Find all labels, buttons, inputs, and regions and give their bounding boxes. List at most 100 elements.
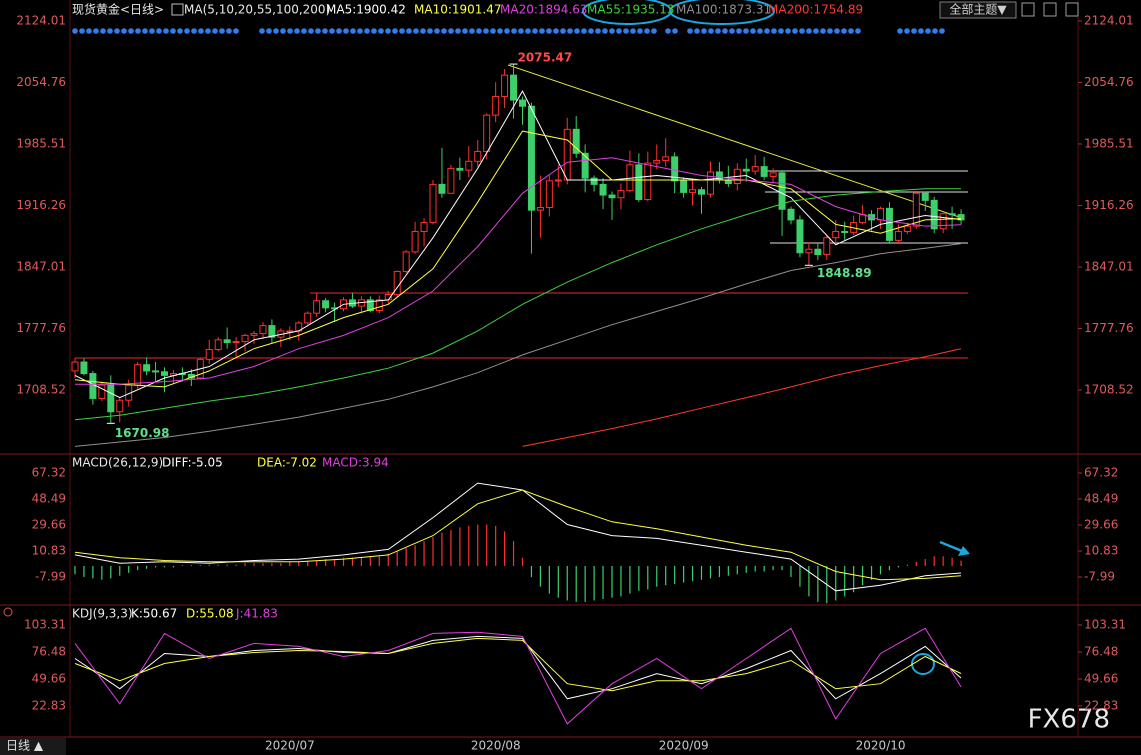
- dot: [219, 28, 225, 34]
- candle-body: [259, 325, 267, 335]
- dot: [163, 28, 169, 34]
- arrow: [939, 540, 963, 553]
- dot: [609, 28, 615, 34]
- dot: [546, 28, 552, 34]
- y-tick-label: 2124.01: [16, 13, 66, 27]
- candle-body: [474, 151, 482, 162]
- line: [74, 627, 962, 725]
- y-tick-label: 29.66: [1084, 518, 1118, 532]
- y-tick-label: 48.49: [1084, 492, 1118, 506]
- legend-entry: MA20:1894.63: [500, 3, 588, 17]
- dot: [932, 28, 938, 34]
- candle-body: [510, 74, 518, 101]
- dot: [329, 28, 335, 34]
- dot: [574, 28, 580, 34]
- legend-entry: MA100:1873.31: [676, 3, 771, 17]
- dot: [939, 28, 945, 34]
- candle-body: [107, 384, 115, 413]
- candle-body: [116, 399, 124, 413]
- dot: [385, 28, 391, 34]
- dot: [743, 28, 749, 34]
- candle-body: [80, 361, 88, 375]
- dot: [259, 28, 265, 34]
- dot: [483, 28, 489, 34]
- candle-body: [608, 194, 616, 199]
- period-button[interactable]: 日线 ▲: [6, 739, 44, 753]
- candle-body: [366, 299, 374, 312]
- dot: [778, 28, 784, 34]
- dot: [567, 28, 573, 34]
- candle-body: [859, 214, 867, 224]
- legend-entry: DEA:-7.02: [257, 456, 317, 470]
- candle-body: [429, 183, 437, 224]
- y-tick-label: 22.83: [1084, 698, 1118, 712]
- theme-button[interactable]: 全部主题▼: [949, 2, 1007, 17]
- line: [74, 489, 962, 581]
- candle-body: [751, 166, 759, 172]
- dot: [785, 28, 791, 34]
- period-button-box[interactable]: [0, 738, 66, 755]
- candle-body: [760, 166, 768, 177]
- dot: [806, 28, 812, 34]
- dot: [694, 28, 700, 34]
- dot: [413, 28, 419, 34]
- candle-body: [912, 192, 920, 227]
- dot: [212, 28, 218, 34]
- candle-body: [134, 364, 142, 386]
- dot: [490, 28, 496, 34]
- dot: [135, 28, 141, 34]
- dot: [434, 28, 440, 34]
- dot: [918, 28, 924, 34]
- y-tick-label: 48.49: [32, 492, 66, 506]
- dot: [448, 28, 454, 34]
- dot: [322, 28, 328, 34]
- icon[interactable]: [171, 3, 184, 16]
- dot: [595, 28, 601, 34]
- dot: [100, 28, 106, 34]
- candle-body: [375, 299, 383, 312]
- candle-body: [501, 74, 509, 97]
- y-tick-label: 29.66: [32, 518, 66, 532]
- y-tick-label: 1916.26: [16, 198, 66, 212]
- settings-icon[interactable]: [3, 607, 13, 617]
- dot: [813, 28, 819, 34]
- legend-entry: D:55.08: [186, 607, 234, 621]
- line: [74, 188, 962, 421]
- candle-body: [662, 156, 670, 161]
- dot: [364, 28, 370, 34]
- candle-body: [590, 177, 598, 185]
- dot: [623, 28, 629, 34]
- candle-body: [832, 230, 840, 239]
- icon-button[interactable]: [1043, 2, 1057, 17]
- candle-body: [894, 230, 902, 241]
- y-tick-label: 1708.52: [16, 382, 66, 396]
- panel-title: 现货黄金<日线>: [72, 2, 164, 17]
- legend-entry: MA200:1754.89: [768, 3, 863, 17]
- dot: [497, 28, 503, 34]
- y-tick-label: 22.83: [32, 698, 66, 712]
- dot: [287, 28, 293, 34]
- dot: [72, 28, 78, 34]
- dot: [198, 28, 204, 34]
- dot: [708, 28, 714, 34]
- candle-body: [545, 180, 553, 208]
- dot: [392, 28, 398, 34]
- dot: [226, 28, 232, 34]
- candle-body: [527, 105, 535, 211]
- candle-body: [483, 114, 491, 153]
- legend-entry: MA5:1900.42: [326, 3, 406, 17]
- icon-button[interactable]: [1065, 2, 1079, 17]
- x-tick-label: 2020/10: [856, 739, 906, 753]
- theme-button-box[interactable]: [939, 1, 1017, 19]
- dot: [799, 28, 805, 34]
- y-tick-label: 2124.01: [1084, 13, 1134, 27]
- candle-body: [930, 199, 938, 230]
- icon-button[interactable]: [1021, 2, 1035, 17]
- y-tick-label: 1916.26: [1084, 198, 1134, 212]
- candle-body: [635, 164, 643, 200]
- dot: [455, 28, 461, 34]
- dot: [156, 28, 162, 34]
- candle-body: [89, 373, 97, 399]
